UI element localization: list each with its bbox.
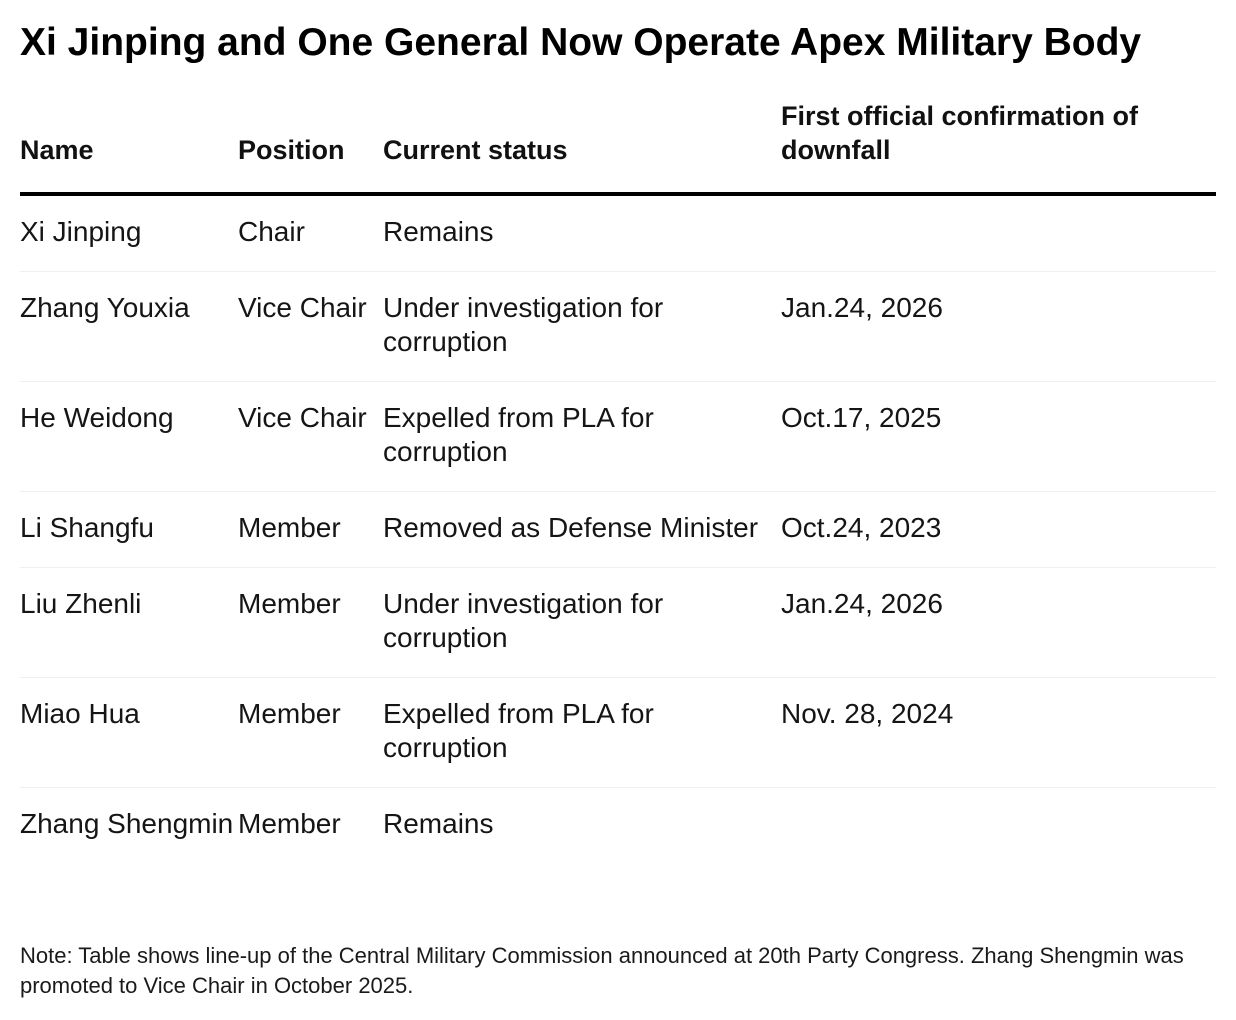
cell-status: Expelled from PLA for corruption xyxy=(383,381,781,492)
header-name: Name xyxy=(20,99,238,196)
cell-name: Xi Jinping xyxy=(20,194,238,272)
table-row: He Weidong Vice Chair Expelled from PLA … xyxy=(20,381,1216,492)
cell-position: Member xyxy=(238,677,383,788)
cell-name: Liu Zhenli xyxy=(20,567,238,678)
table-note: Note: Table shows line-up of the Central… xyxy=(20,943,1184,998)
cell-date: Jan.24, 2026 xyxy=(781,271,1216,382)
cell-date: Oct.24, 2023 xyxy=(781,491,1216,568)
table-row: Zhang Youxia Vice Chair Under investigat… xyxy=(20,271,1216,382)
page-title: Xi Jinping and One General Now Operate A… xyxy=(20,21,1142,64)
table-row: Zhang Shengmin Member Remains xyxy=(20,788,1216,864)
cell-date: Jan.24, 2026 xyxy=(781,567,1216,678)
cell-name: Zhang Youxia xyxy=(20,271,238,382)
cell-name: Zhang Shengmin xyxy=(20,808,234,839)
cell-status: Under investigation for corruption xyxy=(383,271,781,382)
cell-status: Under investigation for corruption xyxy=(383,567,781,678)
cell-name: He Weidong xyxy=(20,381,238,492)
table-row: Liu Zhenli Member Under investigation fo… xyxy=(20,567,1216,678)
cell-status: Expelled from PLA for corruption xyxy=(383,677,781,788)
cell-status: Remains xyxy=(383,194,781,272)
cell-position: Member xyxy=(238,491,383,568)
cell-name: Miao Hua xyxy=(20,677,238,788)
table-row: Li Shangfu Member Removed as Defense Min… xyxy=(20,491,1216,568)
cell-position: Member xyxy=(238,567,383,678)
cell-name: Li Shangfu xyxy=(20,491,238,568)
table-header-row: Name Position Current status First offic… xyxy=(20,99,1216,196)
table-row: Xi Jinping Chair Remains xyxy=(20,194,1216,272)
cell-date: Nov. 28, 2024 xyxy=(781,677,1216,788)
cell-position: Vice Chair xyxy=(238,271,383,382)
cell-date xyxy=(781,194,1216,272)
header-status: Current status xyxy=(383,99,781,196)
cell-status: Removed as Defense Minister xyxy=(383,491,781,568)
header-date: First official confirmation of downfall xyxy=(781,99,1216,196)
commission-table: Name Position Current status First offic… xyxy=(20,99,1216,863)
cell-position: Chair xyxy=(238,194,383,272)
cell-position: Vice Chair xyxy=(238,381,383,492)
header-position: Position xyxy=(238,99,383,196)
table-row: Miao Hua Member Expelled from PLA for co… xyxy=(20,677,1216,788)
cell-date xyxy=(781,788,1216,864)
cell-status: Remains xyxy=(383,808,494,839)
cell-position: Member xyxy=(238,808,341,839)
cell-date: Oct.17, 2025 xyxy=(781,381,1216,492)
